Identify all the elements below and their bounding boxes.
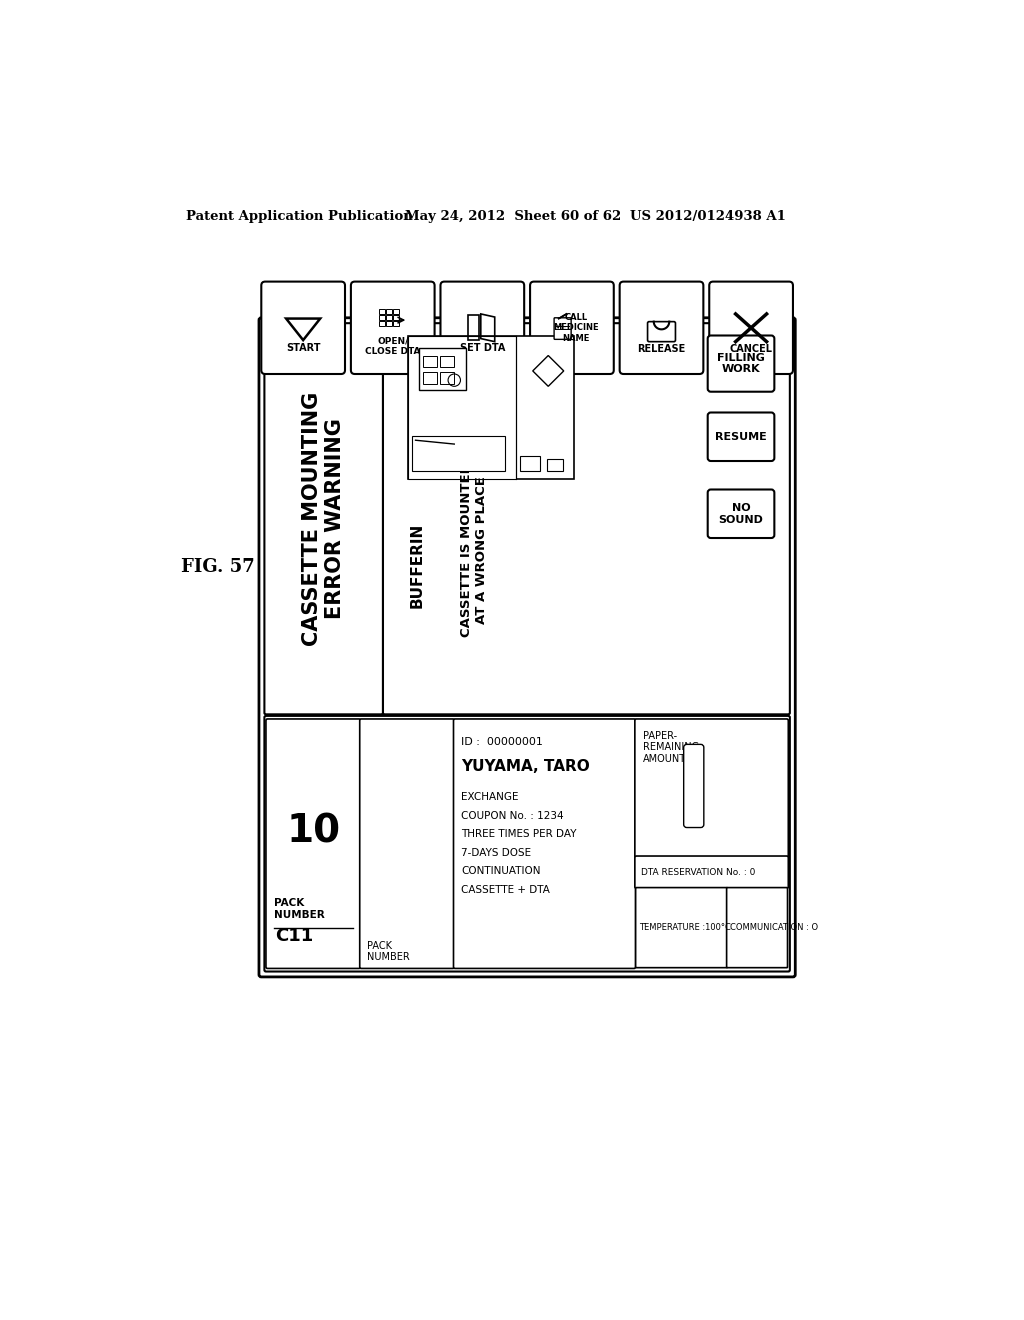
Text: DTA RESERVATION No. : 0: DTA RESERVATION No. : 0 <box>641 867 756 876</box>
Text: BUFFERIN: BUFFERIN <box>410 523 425 609</box>
Text: START: START <box>286 343 321 352</box>
Text: FIG. 57: FIG. 57 <box>180 557 254 576</box>
Bar <box>393 309 399 314</box>
Bar <box>520 455 540 471</box>
Text: COMMUNICATION : O: COMMUNICATION : O <box>730 923 818 932</box>
FancyBboxPatch shape <box>620 281 703 374</box>
Text: 10: 10 <box>286 812 340 850</box>
Bar <box>547 459 563 471</box>
Text: PACK
NUMBER: PACK NUMBER <box>368 941 411 962</box>
Bar <box>379 309 385 314</box>
FancyBboxPatch shape <box>359 719 455 969</box>
FancyBboxPatch shape <box>351 281 434 374</box>
Bar <box>408 337 574 479</box>
FancyBboxPatch shape <box>264 323 383 714</box>
FancyBboxPatch shape <box>261 281 345 374</box>
Text: SET DTA: SET DTA <box>460 343 505 352</box>
Bar <box>386 321 392 326</box>
Bar <box>423 372 437 384</box>
Bar <box>386 309 392 314</box>
Bar <box>420 348 466 391</box>
Text: C11: C11 <box>275 927 313 945</box>
Text: TEMPERATURE :100°C: TEMPERATURE :100°C <box>640 923 731 932</box>
Text: US 2012/0124938 A1: US 2012/0124938 A1 <box>630 210 786 223</box>
Text: NO
SOUND: NO SOUND <box>719 503 764 524</box>
Bar <box>423 355 437 367</box>
FancyBboxPatch shape <box>635 857 788 888</box>
Bar <box>440 372 455 384</box>
Text: THREE TIMES PER DAY: THREE TIMES PER DAY <box>461 829 577 840</box>
FancyBboxPatch shape <box>647 322 676 342</box>
FancyBboxPatch shape <box>266 719 360 969</box>
Text: FILLING
WORK: FILLING WORK <box>717 352 765 375</box>
Text: ID :  00000001: ID : 00000001 <box>461 737 543 747</box>
FancyBboxPatch shape <box>635 719 788 858</box>
Text: Patent Application Publication: Patent Application Publication <box>186 210 413 223</box>
Bar <box>440 355 455 367</box>
Text: PAPER-
REMAINING
AMOUNT: PAPER- REMAINING AMOUNT <box>643 731 698 764</box>
FancyBboxPatch shape <box>530 281 613 374</box>
Text: 7-DAYS DOSE: 7-DAYS DOSE <box>461 847 531 858</box>
Bar <box>408 337 516 479</box>
Text: CASSETTE IS MOUNTED
AT A WRONG PLACE: CASSETTE IS MOUNTED AT A WRONG PLACE <box>460 462 487 638</box>
Bar <box>412 437 505 471</box>
FancyBboxPatch shape <box>454 719 636 969</box>
FancyBboxPatch shape <box>264 715 790 972</box>
Text: CONTINUATION: CONTINUATION <box>461 866 541 876</box>
Text: CASSETTE + DTA: CASSETTE + DTA <box>461 884 550 895</box>
FancyBboxPatch shape <box>727 887 787 968</box>
Text: RESUME: RESUME <box>715 432 767 442</box>
Text: May 24, 2012  Sheet 60 of 62: May 24, 2012 Sheet 60 of 62 <box>406 210 622 223</box>
Bar <box>393 314 399 321</box>
Text: RELEASE: RELEASE <box>637 345 686 354</box>
FancyBboxPatch shape <box>708 490 774 539</box>
Bar <box>393 321 399 326</box>
Text: YUYAMA, TARO: YUYAMA, TARO <box>461 759 590 775</box>
Bar <box>386 314 392 321</box>
Text: EXCHANGE: EXCHANGE <box>461 792 519 803</box>
Text: OPEN/
CLOSE DTA: OPEN/ CLOSE DTA <box>365 337 421 356</box>
FancyBboxPatch shape <box>383 323 790 714</box>
FancyBboxPatch shape <box>708 412 774 461</box>
FancyBboxPatch shape <box>440 281 524 374</box>
Text: PACK
NUMBER: PACK NUMBER <box>273 899 325 920</box>
FancyBboxPatch shape <box>710 281 793 374</box>
FancyBboxPatch shape <box>636 887 727 968</box>
Bar <box>379 314 385 321</box>
Bar <box>379 321 385 326</box>
Text: COUPON No. : 1234: COUPON No. : 1234 <box>461 810 564 821</box>
FancyBboxPatch shape <box>708 335 774 392</box>
Text: CALL
MEDICINE
NAME: CALL MEDICINE NAME <box>553 313 599 343</box>
FancyBboxPatch shape <box>259 318 796 977</box>
FancyBboxPatch shape <box>684 744 703 828</box>
Text: CASSETTE MOUNTING
ERROR WARNING: CASSETTE MOUNTING ERROR WARNING <box>302 392 345 645</box>
Text: CANCEL: CANCEL <box>729 345 772 354</box>
FancyBboxPatch shape <box>554 318 571 339</box>
